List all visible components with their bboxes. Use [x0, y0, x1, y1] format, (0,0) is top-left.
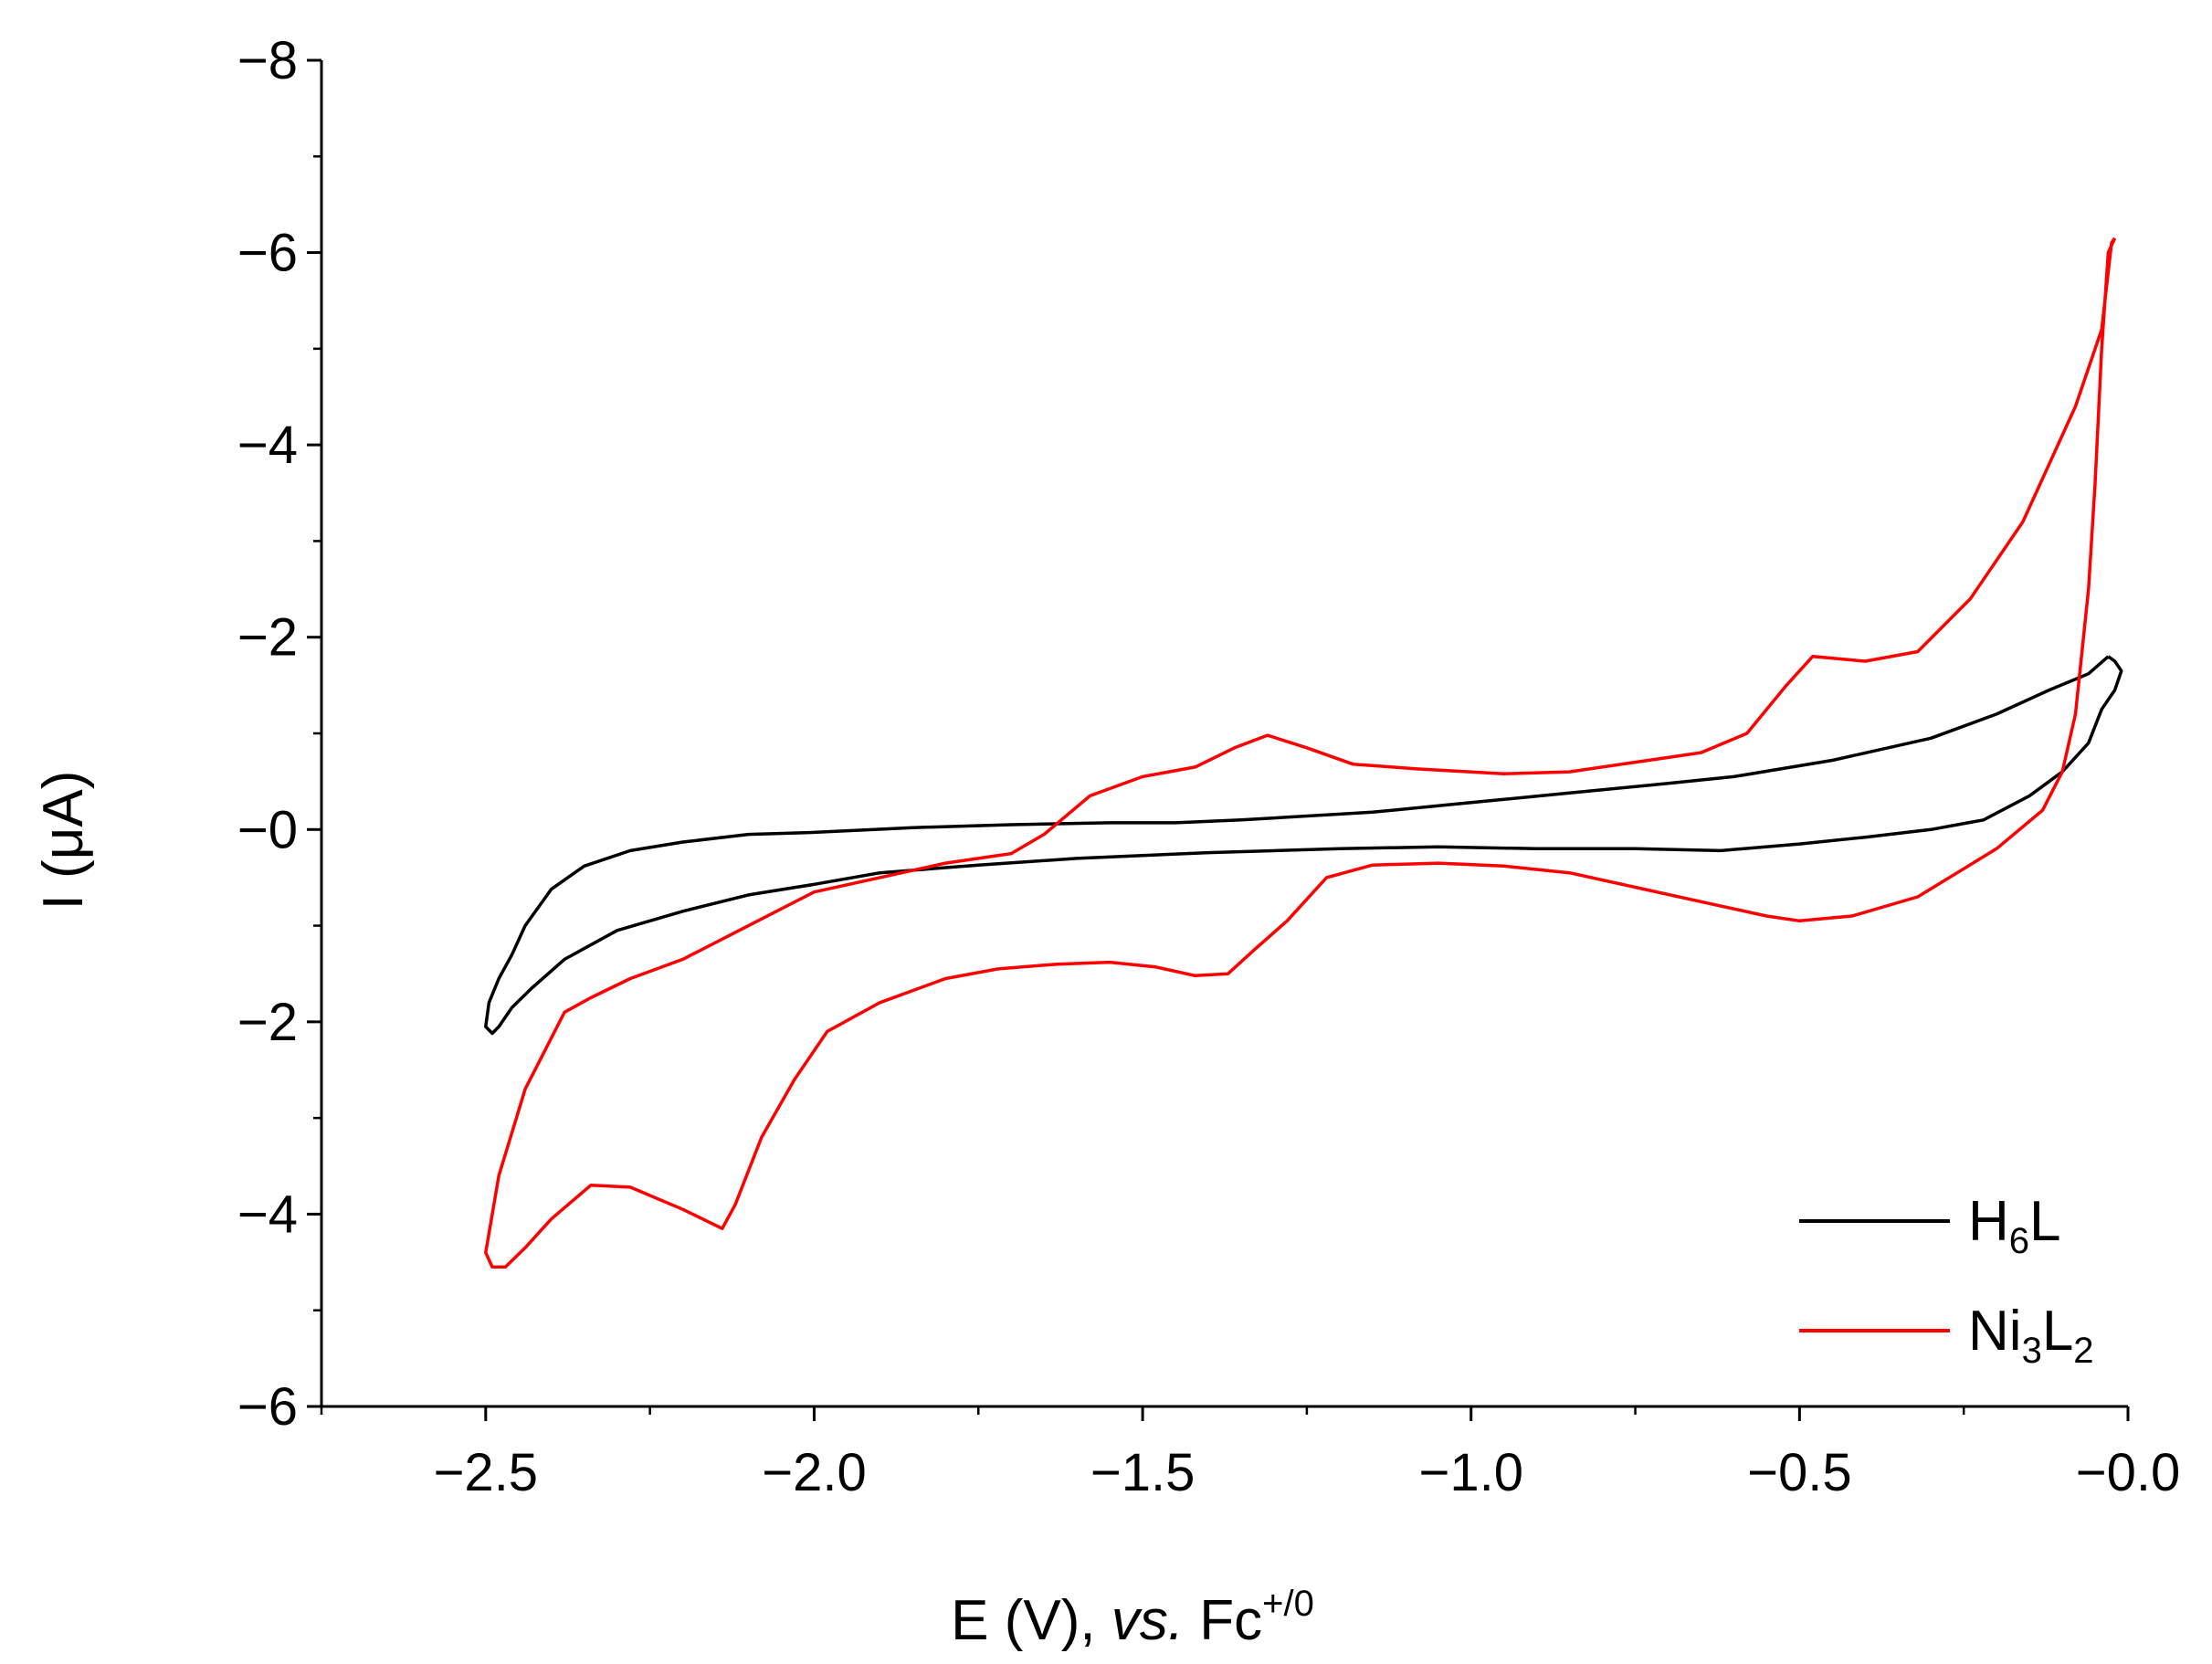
legend-label-ni3l2-tail-sub: 2 [2073, 1331, 2093, 1371]
x-tick-label: −1.0 [1418, 1443, 1523, 1502]
tick-marks [307, 58, 2130, 1421]
legend-label-ni3l2-sub: 3 [2022, 1331, 2042, 1371]
x-axis-label-tail: Fc [1184, 1589, 1262, 1652]
legend-label-h6l: H6L [1968, 1190, 2061, 1261]
series-line-h6l [484, 655, 2123, 1036]
x-tick-label: −0.5 [1747, 1443, 1852, 1502]
x-tick-label: −2.5 [434, 1443, 539, 1502]
series-line-ni3l2 [484, 237, 2117, 1269]
x-axis-label-superscript: +/0 [1262, 1584, 1314, 1624]
series-layer [484, 237, 2123, 1269]
y-tick-label: −4 [237, 1185, 298, 1244]
y-tick-label: −6 [237, 224, 298, 283]
x-tick-label: −0.0 [2076, 1443, 2181, 1502]
y-tick-label: −0 [237, 800, 298, 859]
x-axis-label: E (V), vs. Fc+/0 [951, 1584, 1314, 1652]
x-axis-label-main: E (V), [951, 1589, 1111, 1652]
y-tick-label: −4 [237, 416, 298, 475]
legend-label-h6l-tail: L [2029, 1190, 2060, 1253]
legend-label-ni3l2-tail: L [2042, 1300, 2073, 1363]
y-axis-label: I (μA) [32, 771, 95, 911]
legend: H6L Ni3L2 [1799, 1190, 2094, 1371]
legend-label-h6l-sub: 6 [2009, 1221, 2029, 1261]
tick-labels: −8 −6 −4 −2 −0 −2 −4 −6 −2.5 −2.0 −1.5 −1.0 −0.5 −0.0 [237, 31, 2180, 1502]
y-tick-label: −2 [237, 993, 298, 1052]
x-tick-label: −1.5 [1090, 1443, 1196, 1502]
x-tick-label: −2.0 [762, 1443, 867, 1502]
x-axis-label-italic: vs. [1111, 1589, 1184, 1652]
legend-label-ni3l2: Ni3L2 [1968, 1300, 2094, 1371]
y-tick-label: −8 [237, 31, 298, 90]
axes [320, 60, 2128, 1408]
legend-label-h6l-base: H [1968, 1190, 2009, 1253]
y-tick-label: −6 [237, 1377, 298, 1437]
legend-label-ni3l2-base: Ni [1968, 1300, 2022, 1363]
y-tick-label: −2 [237, 608, 298, 668]
